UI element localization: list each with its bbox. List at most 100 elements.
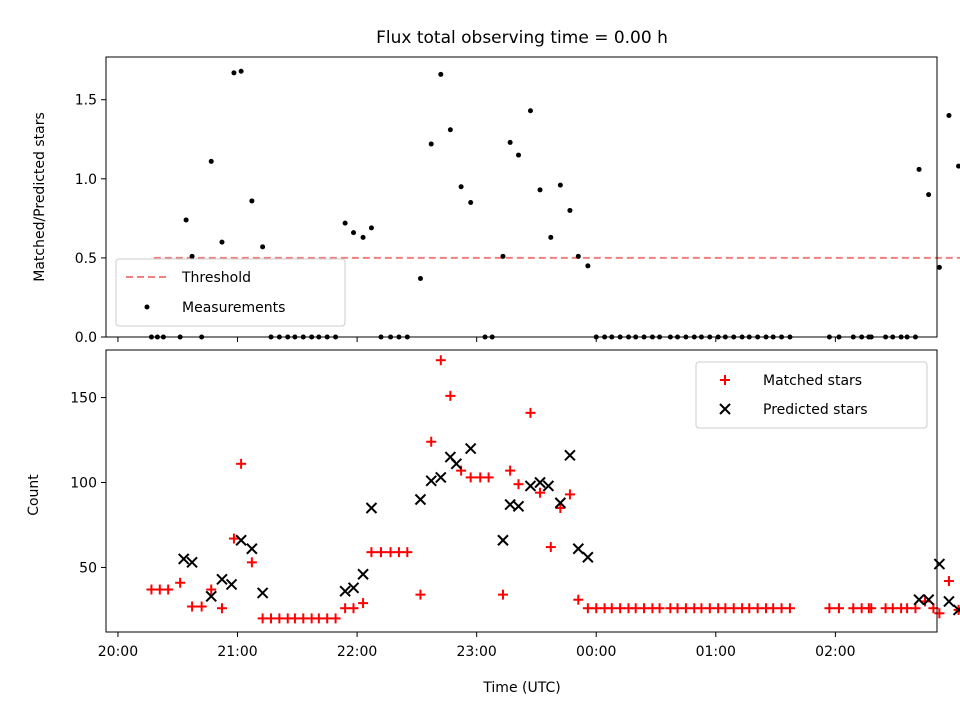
predicted-stars-point — [497, 534, 509, 546]
predicted-stars-point — [205, 590, 217, 603]
matched-stars-point — [696, 603, 707, 614]
top-chart: Flux total observing time = 0.00 h Match… — [32, 28, 960, 346]
predicted-stars-point — [943, 595, 955, 608]
matched-stars-point — [630, 603, 641, 614]
matched-stars-point — [728, 603, 739, 614]
predicted-stars-point — [216, 573, 228, 586]
predicted-stars-point — [952, 604, 960, 616]
matched-stars-point — [146, 584, 157, 595]
x-tick-label: 23:00 — [456, 644, 496, 660]
matched-stars-point — [564, 489, 575, 500]
measurement-point — [537, 187, 543, 193]
matched-stars-point — [187, 601, 198, 612]
matched-stars-point — [887, 603, 898, 614]
matched-stars-point — [289, 613, 300, 624]
bottom-y-axis-label: Count — [26, 474, 42, 516]
predicted-stars-point — [450, 458, 463, 470]
matched-stars-point — [615, 603, 626, 614]
legend-measurements-label: Measurements — [182, 300, 285, 316]
legend-box — [695, 361, 928, 429]
matched-stars-point — [934, 608, 945, 619]
measurement-point — [438, 71, 444, 77]
legend-matched-swatch — [720, 375, 730, 385]
x-tick-label: 01:00 — [696, 644, 736, 660]
matched-stars-point — [322, 613, 333, 624]
matched-stars-point — [216, 603, 227, 614]
bottom-axes-frame — [105, 349, 938, 633]
y-tick-label: 0.5 — [75, 251, 97, 267]
matched-stars-point — [206, 584, 217, 595]
measurement-point — [231, 70, 237, 76]
x-tick-label: 22:00 — [337, 644, 377, 660]
predicted-stars-point — [347, 582, 360, 594]
matched-stars-point — [910, 603, 921, 614]
measurement-point — [417, 275, 423, 281]
matched-stars-point — [196, 601, 207, 612]
predicted-stars-point — [414, 493, 427, 506]
matched-stars-point — [445, 390, 456, 401]
matched-stars-point — [704, 603, 715, 614]
predicted-stars-point — [235, 534, 247, 546]
predicted-stars-point — [425, 475, 437, 487]
matched-stars-point — [415, 589, 426, 600]
measurement-point — [916, 166, 922, 172]
matched-stars-point — [824, 603, 835, 614]
matched-stars-point — [236, 458, 247, 469]
measurement-point — [548, 234, 554, 240]
predicted-stars-point — [435, 471, 447, 484]
measurement-point — [936, 264, 942, 270]
matched-stars-point — [606, 603, 617, 614]
measurement-point — [189, 253, 195, 259]
matched-stars-point — [330, 613, 341, 624]
measurement-point — [351, 230, 357, 236]
top-axes-frame — [105, 56, 938, 338]
bottom-legend: Matched stars Predicted stars — [695, 361, 928, 429]
y-tick-label: 100 — [70, 476, 97, 492]
measurement-point — [527, 108, 533, 114]
measurement-point — [557, 182, 563, 188]
predicted-stars-point — [246, 543, 258, 555]
measurement-point — [567, 207, 573, 213]
predicted-stars-point — [512, 500, 525, 512]
x-tick-label: 21:00 — [217, 644, 257, 660]
matched-stars-point — [680, 603, 691, 614]
measurement-point — [342, 220, 348, 226]
matched-stars-point — [866, 603, 877, 614]
legend-predicted-label: Predicted stars — [763, 402, 868, 418]
legend-box — [115, 258, 346, 327]
predicted-stars-point — [564, 449, 576, 462]
x-tick-label: 02:00 — [815, 644, 855, 660]
matched-stars-point — [483, 472, 494, 483]
matched-stars-point — [475, 472, 486, 483]
measurement-point — [360, 234, 366, 240]
legend-predicted-swatch — [719, 403, 731, 415]
matched-stars-point — [776, 603, 787, 614]
predicted-stars-point — [186, 556, 198, 569]
predicted-stars-point — [357, 568, 369, 580]
measurement-point — [428, 141, 434, 147]
predicted-stars-point — [933, 558, 946, 570]
measurement-point — [183, 217, 189, 223]
matched-stars-point — [744, 603, 755, 614]
top-legend: Threshold Measurements — [115, 258, 346, 327]
measurement-point — [238, 68, 244, 74]
matched-stars-point — [720, 603, 731, 614]
measurement-point — [516, 152, 522, 158]
matched-stars-point — [639, 603, 650, 614]
y-tick-label: 0.0 — [75, 330, 97, 346]
matched-stars-point — [902, 603, 913, 614]
matched-stars-point — [385, 547, 396, 558]
matched-stars-point — [573, 594, 584, 605]
matched-stars-point — [784, 603, 795, 614]
predicted-stars-point — [365, 502, 378, 514]
matched-stars-point — [426, 436, 437, 447]
matched-stars-point — [175, 577, 186, 588]
measurement-point — [926, 192, 932, 198]
predicted-stars-point — [582, 551, 594, 563]
matched-stars-point — [535, 487, 546, 498]
predicted-stars-point — [256, 587, 269, 599]
matched-stars-point — [525, 407, 536, 418]
matched-stars-point — [654, 603, 665, 614]
chart-title: Flux total observing time = 0.00 h — [376, 28, 668, 48]
